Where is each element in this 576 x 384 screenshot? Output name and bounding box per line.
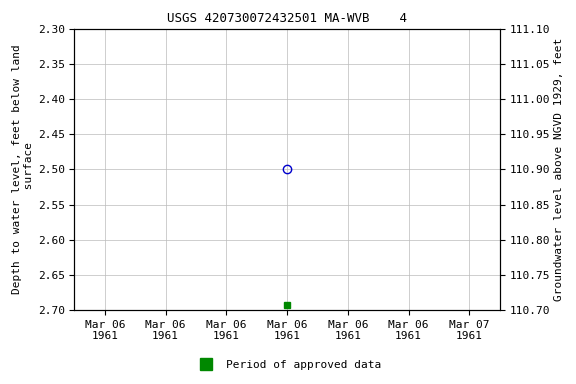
Title: USGS 420730072432501 MA-WVB    4: USGS 420730072432501 MA-WVB 4 bbox=[167, 12, 407, 25]
Legend: Period of approved data: Period of approved data bbox=[191, 356, 385, 375]
Y-axis label: Depth to water level, feet below land
 surface: Depth to water level, feet below land su… bbox=[12, 45, 33, 294]
Y-axis label: Groundwater level above NGVD 1929, feet: Groundwater level above NGVD 1929, feet bbox=[554, 38, 564, 301]
